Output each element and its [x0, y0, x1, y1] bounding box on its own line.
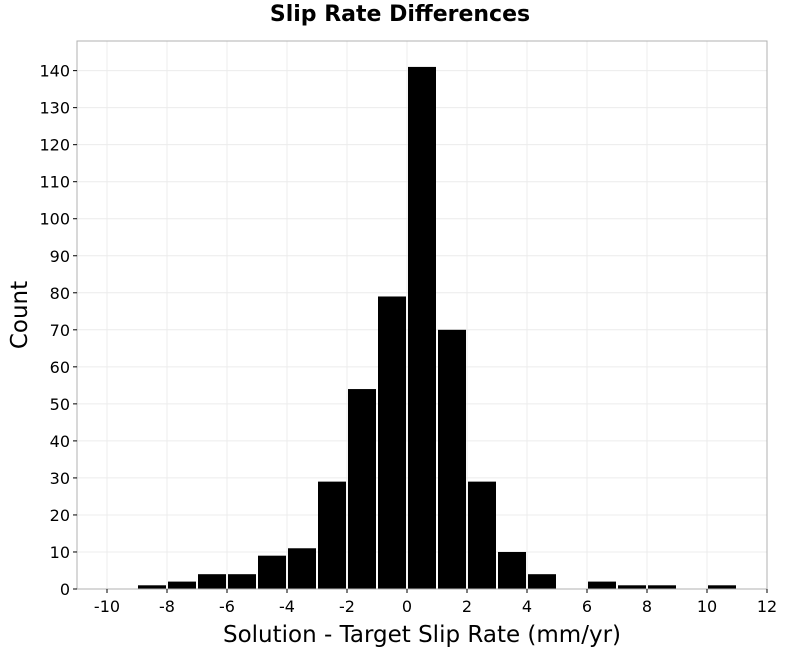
- histogram-bar: [318, 481, 346, 589]
- histogram-bar: [378, 296, 406, 589]
- y-tick-label: 40: [50, 432, 70, 451]
- y-tick-label: 70: [50, 321, 70, 340]
- histogram-bar: [348, 389, 376, 589]
- x-tick-label: 2: [462, 597, 472, 616]
- histogram-bar: [438, 329, 466, 589]
- histogram-bar: [258, 555, 286, 589]
- x-axis-label: Solution - Target Slip Rate (mm/yr): [223, 622, 621, 648]
- histogram-bar: [588, 581, 616, 589]
- x-tick-label: -6: [219, 597, 235, 616]
- y-tick-label: 130: [39, 99, 70, 118]
- histogram-bar: [288, 548, 316, 589]
- x-tick-label: 8: [642, 597, 652, 616]
- y-tick-label: 20: [50, 506, 70, 525]
- histogram-bar: [138, 585, 166, 589]
- y-tick-label: 50: [50, 395, 70, 414]
- histogram-bar: [648, 585, 676, 589]
- y-tick-label: 10: [50, 543, 70, 562]
- x-tick-label: -4: [279, 597, 295, 616]
- histogram-bar: [528, 574, 556, 589]
- histogram-bar: [408, 66, 436, 589]
- histogram-bar: [618, 585, 646, 589]
- y-tick-label: 80: [50, 284, 70, 303]
- y-tick-label: 100: [39, 210, 70, 229]
- histogram-bar: [468, 481, 496, 589]
- x-tick-label: 10: [697, 597, 717, 616]
- histogram-bar: [708, 585, 736, 589]
- y-tick-label: 120: [39, 136, 70, 155]
- y-tick-label: 140: [39, 62, 70, 81]
- y-tick-label: 60: [50, 358, 70, 377]
- x-tick-label: -8: [159, 597, 175, 616]
- histogram-bar: [198, 574, 226, 589]
- chart-title: Slip Rate Differences: [269, 2, 531, 27]
- y-tick-label: 90: [50, 247, 70, 266]
- x-tick-label: 6: [582, 597, 592, 616]
- x-tick-label: 12: [757, 597, 777, 616]
- plot-frame: [76, 40, 768, 590]
- y-tick-label: 0: [60, 580, 70, 599]
- histogram-bar: [228, 574, 256, 589]
- x-tick-label: 0: [402, 597, 412, 616]
- y-axis-label: Count: [7, 281, 33, 349]
- histogram-bar: [168, 581, 196, 589]
- x-tick-label: -2: [339, 597, 355, 616]
- histogram-bar: [498, 551, 526, 589]
- y-tick-label: 110: [39, 173, 70, 192]
- x-tick-label: -10: [94, 597, 120, 616]
- y-tick-label: 30: [50, 469, 70, 488]
- x-tick-label: 4: [522, 597, 532, 616]
